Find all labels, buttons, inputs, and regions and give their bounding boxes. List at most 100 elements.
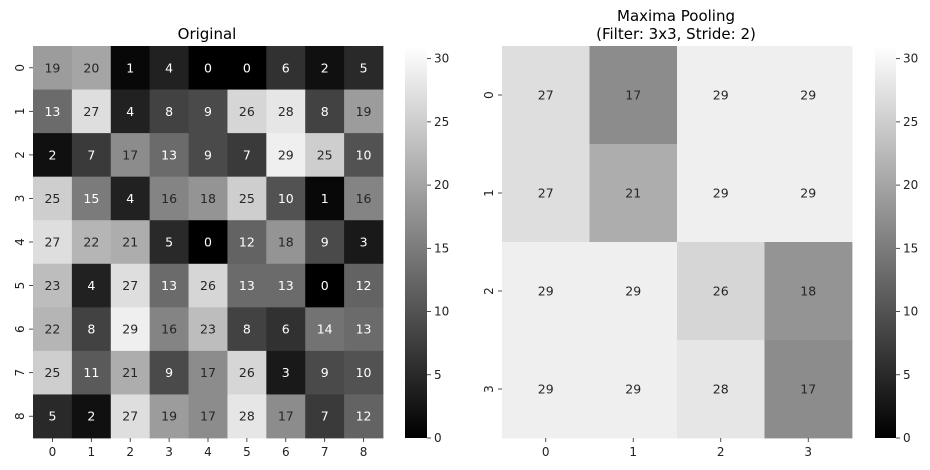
- heatmap-cell: [305, 176, 345, 221]
- pooling-title: Maxima Pooling: [617, 7, 735, 25]
- cell-value-label: 17: [625, 88, 641, 103]
- cell-value-label: 0: [243, 60, 251, 75]
- y-tick-label: 7: [13, 369, 27, 377]
- heatmap-cell: [71, 263, 112, 308]
- cell-value-label: 16: [161, 191, 177, 206]
- heatmap-cell: [305, 263, 345, 308]
- cell-value-label: 6: [282, 322, 290, 337]
- cell-value-label: 8: [165, 104, 173, 119]
- heatmap-cell: [188, 89, 228, 134]
- heatmap-cell: [305, 133, 345, 178]
- pooling-subtitle: (Filter: 3x3, Stride: 2): [596, 25, 756, 43]
- cell-value-label: 12: [356, 409, 372, 424]
- cell-value-label: 7: [321, 409, 329, 424]
- cell-value-label: 29: [278, 147, 294, 162]
- heatmap-cell: [589, 144, 678, 243]
- cell-value-label: 28: [278, 104, 294, 119]
- heatmap-cell: [227, 307, 267, 352]
- heatmap-cell: [227, 46, 267, 90]
- heatmap-cell: [33, 394, 73, 439]
- cell-value-label: 9: [321, 235, 329, 250]
- heatmap-cell: [33, 263, 73, 308]
- heatmap-cell: [110, 46, 151, 90]
- heatmap-cell: [266, 176, 306, 221]
- y-tick-label: 3: [482, 385, 496, 393]
- x-tick-label: 8: [360, 445, 368, 459]
- heatmap-cell: [344, 220, 384, 265]
- cell-value-label: 27: [122, 409, 138, 424]
- cell-value-label: 2: [48, 147, 56, 162]
- cell-value-label: 12: [239, 235, 255, 250]
- heatmap-cell: [764, 242, 853, 341]
- heatmap-cell: [266, 394, 306, 439]
- heatmap-cell: [344, 263, 384, 308]
- cell-value-label: 21: [122, 235, 138, 250]
- heatmap-cell: [149, 307, 189, 352]
- y-tick-label: 2: [13, 151, 27, 159]
- heatmap-cell: [344, 176, 384, 221]
- heatmap-cell: [188, 307, 228, 352]
- cell-value-label: 20: [83, 60, 99, 75]
- cell-value-label: 22: [44, 322, 60, 337]
- pooling-heatmap: 27 17 29 29 27 21 29 29 29 29 26 18 29 29 28 17: [502, 46, 853, 439]
- cell-value-label: 25: [317, 147, 333, 162]
- heatmap-cell: [344, 133, 384, 178]
- cell-value-label: 5: [165, 235, 173, 250]
- cell-value-label: 1: [126, 60, 134, 75]
- cell-value-label: 18: [278, 235, 294, 250]
- x-tick-label: 4: [204, 445, 212, 459]
- heatmap-cell: [188, 176, 228, 221]
- cell-value-label: 17: [122, 147, 138, 162]
- heatmap-cell: [227, 89, 267, 134]
- heatmap-cell: [110, 133, 151, 178]
- cell-value-label: 14: [317, 322, 333, 337]
- heatmap-cell: [227, 263, 267, 308]
- y-tick-label: 1: [482, 189, 496, 197]
- y-tick-label: 6: [13, 325, 27, 333]
- colorbar-tick-label: 0: [903, 431, 911, 445]
- x-tick-label: 3: [165, 445, 173, 459]
- heatmap-cell: [71, 133, 112, 178]
- cell-value-label: 2: [321, 60, 329, 75]
- colorbar-tick-label: 5: [903, 368, 911, 382]
- x-tick-label: 2: [717, 445, 725, 459]
- cell-value-label: 0: [204, 60, 212, 75]
- heatmap-cell: [110, 394, 151, 439]
- heatmap-cell: [305, 220, 345, 265]
- colorbar-tick-label: 10: [903, 305, 918, 319]
- heatmap-cell: [227, 394, 267, 439]
- heatmap-cell: [149, 133, 189, 178]
- cell-value-label: 29: [538, 382, 554, 397]
- heatmap-cell: [110, 350, 151, 395]
- pooling-colorbar-axis: 0 5 10 15 20 25 30: [896, 52, 918, 445]
- cell-value-label: 29: [538, 284, 554, 299]
- heatmap-cell: [188, 220, 228, 265]
- cell-value-label: 13: [239, 278, 255, 293]
- cell-value-label: 29: [800, 186, 816, 201]
- heatmap-cell: [589, 46, 678, 145]
- cell-value-label: 13: [278, 278, 294, 293]
- heatmap-cell: [227, 176, 267, 221]
- cell-value-label: 17: [200, 365, 216, 380]
- heatmap-cell: [149, 350, 189, 395]
- heatmap-cell: [188, 350, 228, 395]
- heatmap-cell: [227, 133, 267, 178]
- cell-value-label: 12: [356, 278, 372, 293]
- x-tick-label: 0: [542, 445, 550, 459]
- cell-value-label: 17: [278, 409, 294, 424]
- x-tick-label: 7: [321, 445, 329, 459]
- y-tick-label: 5: [13, 282, 27, 290]
- heatmap-cell: [502, 46, 590, 145]
- cell-value-label: 28: [713, 382, 729, 397]
- heatmap-cell: [266, 263, 306, 308]
- cell-value-label: 17: [800, 382, 816, 397]
- cell-value-label: 1: [321, 191, 329, 206]
- heatmap-cell: [149, 89, 189, 134]
- cell-value-label: 8: [243, 322, 251, 337]
- cell-value-label: 8: [321, 104, 329, 119]
- cell-value-label: 27: [44, 235, 60, 250]
- x-tick-label: 1: [88, 445, 96, 459]
- heatmap-cell: [149, 176, 189, 221]
- cell-value-label: 9: [204, 104, 212, 119]
